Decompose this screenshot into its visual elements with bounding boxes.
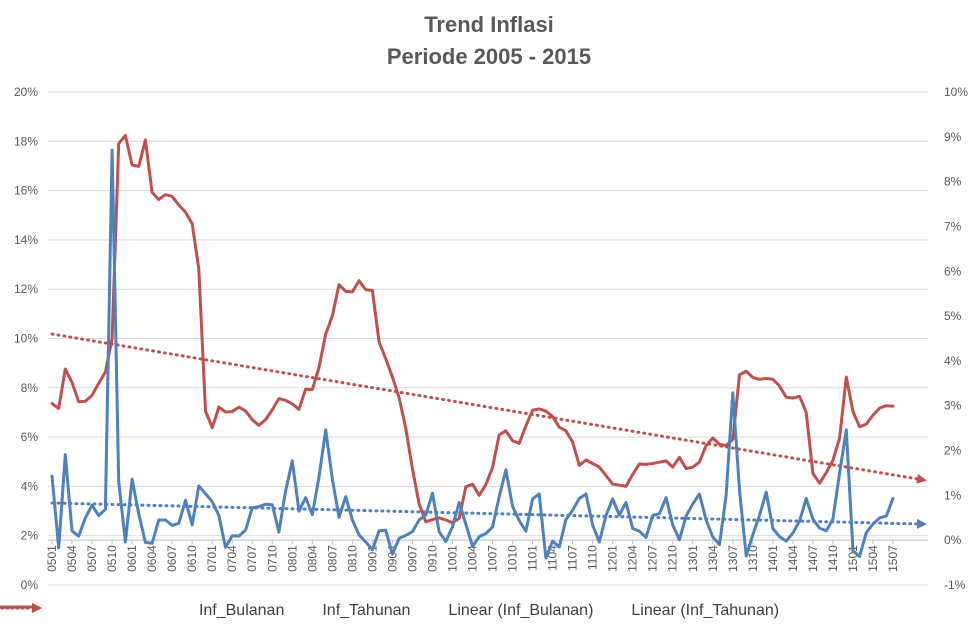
x-tick-label: 0504	[65, 545, 79, 572]
x-tick-label: 1407	[806, 545, 820, 572]
gridlines	[48, 91, 928, 586]
x-tick-label: 0910	[425, 545, 439, 572]
legend-label-inf-tahunan: Inf_Tahunan	[322, 602, 411, 619]
left-y-tick-label: 12%	[14, 282, 38, 296]
legend-swatch-linear-inf-tahunan	[0, 603, 42, 613]
x-tick-label: 1301	[686, 545, 700, 572]
x-tick-label: 1004	[466, 545, 480, 572]
x-tick-label: 1204	[626, 545, 640, 572]
right-y-tick-label: 6%	[944, 264, 962, 278]
left-y-tick-label: 16%	[14, 184, 38, 198]
left-y-tick-label: 6%	[21, 430, 39, 444]
x-tick-label: 0807	[325, 545, 339, 572]
right-y-tick-label: 1%	[944, 488, 962, 502]
x-tick-label: 0701	[205, 545, 219, 572]
x-tick-label: 0907	[405, 545, 419, 572]
legend: Inf_Bulanan Inf_Tahunan Linear (Inf_Bula…	[0, 602, 978, 620]
x-tick-label: 1304	[706, 545, 720, 572]
legend-label-linear-inf-bulanan: Linear (Inf_Bulanan)	[448, 602, 594, 619]
right-y-tick-label: 2%	[944, 444, 962, 458]
x-tick-label: 1201	[606, 545, 620, 572]
trendline-inf-tahunan	[50, 332, 927, 484]
x-tick-label: 1210	[666, 545, 680, 572]
legend-item-inf-tahunan: Inf_Tahunan	[0, 602, 411, 620]
right-y-axis: -1% 0% 1% 2% 3% 4% 5% 6% 7% 8% 9% 10%	[944, 85, 968, 592]
right-y-tick-label: 4%	[944, 354, 962, 368]
x-tick-label: 0704	[225, 545, 239, 572]
x-tick-label: 0707	[245, 545, 259, 572]
x-tick-label: 0610	[185, 545, 199, 572]
x-tick-label: 1504	[866, 545, 880, 572]
x-tick-label: 1007	[486, 545, 500, 572]
x-tick-label: 1501	[846, 545, 860, 572]
left-y-tick-label: 20%	[14, 85, 38, 99]
right-y-tick-label: 10%	[944, 85, 968, 99]
legend-label-inf-bulanan: Inf_Bulanan	[198, 602, 285, 619]
x-tick-label: 0601	[125, 545, 139, 572]
left-y-tick-label: 4%	[21, 479, 39, 493]
right-y-tick-label: 8%	[944, 175, 962, 189]
legend-item-inf-bulanan: Inf_Bulanan	[0, 602, 285, 620]
x-tick-label: 1410	[826, 545, 840, 572]
legend-label-linear-inf-tahunan: Linear (Inf_Tahunan)	[631, 602, 780, 619]
x-tick-label: 0901	[365, 545, 379, 572]
x-tick-label: 0501	[45, 545, 59, 572]
chart-title: Trend Inflasi	[424, 12, 554, 37]
left-y-tick-label: 0%	[21, 578, 39, 592]
right-y-tick-label: 9%	[944, 130, 962, 144]
left-y-tick-label: 14%	[14, 233, 38, 247]
series-line-inf-bulanan	[50, 148, 895, 560]
x-tick-label: 0710	[265, 545, 279, 572]
x-tick-label: 1507	[886, 545, 900, 572]
legend-item-linear-inf-bulanan: Linear (Inf_Bulanan)	[0, 602, 594, 620]
x-tick-label: 1404	[786, 545, 800, 572]
right-y-tick-label: 3%	[944, 399, 962, 413]
right-y-tick-label: 5%	[944, 309, 962, 323]
x-tick-label: 0804	[305, 545, 319, 572]
x-tick-label: 1107	[566, 545, 580, 571]
right-y-tick-label: -1%	[944, 578, 966, 592]
x-tick-label: 0801	[285, 545, 299, 572]
x-tick-label: 1310	[746, 545, 760, 572]
x-tick-label: 1401	[766, 545, 780, 572]
left-y-tick-label: 18%	[14, 134, 38, 148]
right-y-tick-label: 7%	[944, 219, 962, 233]
x-tick-label: 0810	[345, 545, 359, 572]
x-tick-label: 1307	[726, 545, 740, 572]
left-y-tick-label: 8%	[21, 381, 39, 395]
x-tick-label: 1207	[646, 545, 660, 572]
right-y-tick-label: 0%	[944, 533, 962, 547]
x-axis: 0501 0504 0507 0510 0601 0604 0607 0610 0701 0704…	[45, 539, 928, 572]
trendline-inf-bulanan	[50, 501, 927, 529]
left-y-tick-label: 10%	[14, 332, 38, 346]
x-tick-label: 0904	[385, 545, 399, 572]
x-tick-label: 1101	[526, 545, 540, 571]
chart-subtitle: Periode 2005 - 2015	[386, 44, 592, 69]
x-tick-label: 0510	[105, 545, 119, 572]
x-tick-label: 0607	[165, 545, 179, 572]
x-tick-label: 1001	[445, 545, 459, 572]
x-tick-label: 1010	[506, 545, 520, 572]
left-y-tick-label: 2%	[21, 529, 39, 543]
series-line-inf-tahunan	[50, 134, 895, 525]
left-y-axis: 0% 2% 4% 6% 8% 10% 12% 14% 16% 18% 20%	[14, 85, 38, 592]
x-tick-label: 1104	[546, 545, 560, 571]
x-tick-label: 1110	[586, 545, 600, 570]
series-layer	[50, 134, 927, 560]
x-tick-label: 0507	[85, 545, 99, 572]
legend-item-linear-inf-tahunan: Linear (Inf_Tahunan)	[0, 602, 780, 620]
x-tick-label: 0604	[145, 545, 159, 572]
